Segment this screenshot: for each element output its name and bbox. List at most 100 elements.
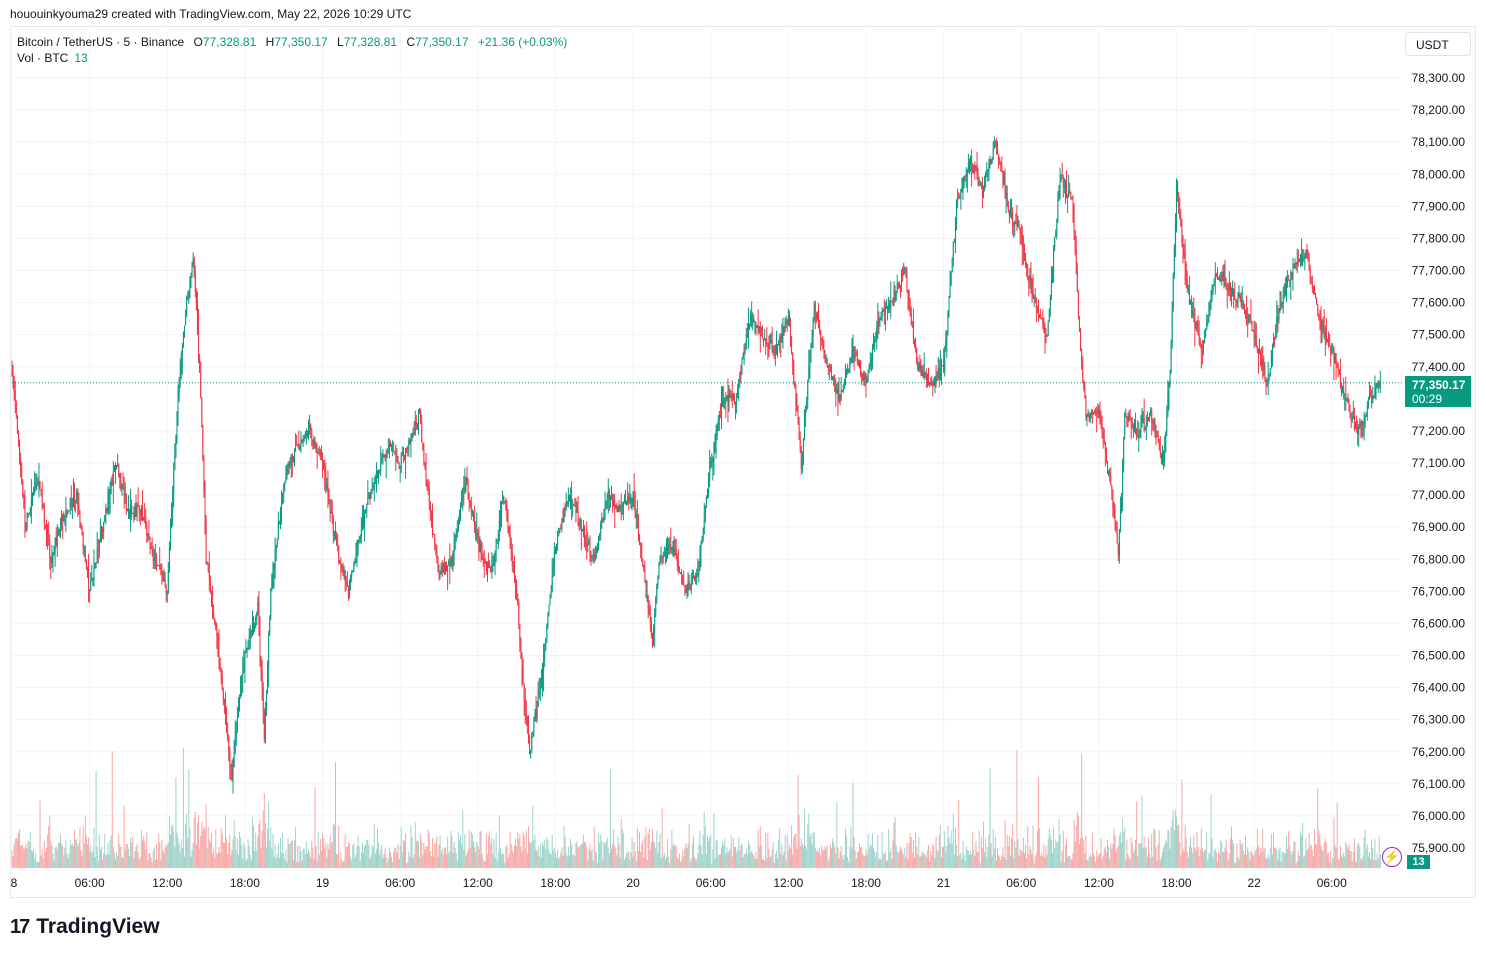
- volume-bar: [760, 845, 762, 868]
- volume-bar: [1311, 850, 1313, 868]
- volume-bar: [524, 848, 526, 868]
- volume-bar: [263, 793, 265, 868]
- candle-body: [943, 365, 945, 373]
- candle-body: [1294, 263, 1296, 269]
- candle-body: [516, 581, 518, 594]
- volume-bar: [1039, 828, 1041, 868]
- candle-body: [711, 460, 713, 462]
- volume-bar: [356, 845, 358, 868]
- candle-body: [1298, 258, 1300, 262]
- candle-body: [287, 463, 289, 475]
- candle-body: [1021, 237, 1023, 247]
- volume-bar: [1070, 859, 1072, 868]
- volume-bar: [547, 839, 549, 868]
- volume-bar: [443, 847, 445, 868]
- volume-bar: [642, 840, 644, 868]
- volume-bar: [371, 845, 373, 868]
- volume-bar: [980, 836, 982, 868]
- candle-body: [314, 440, 316, 445]
- volume-bar: [492, 854, 494, 868]
- candle-body: [621, 513, 623, 515]
- candle-body: [299, 446, 301, 449]
- candle-body: [1333, 348, 1335, 362]
- volume-bar: [757, 830, 759, 868]
- volume-bar: [80, 850, 82, 868]
- candle-body: [36, 482, 38, 484]
- volume-bar: [237, 854, 239, 868]
- volume-legend[interactable]: Vol · BTC 13: [17, 51, 88, 65]
- candle-body: [723, 400, 725, 404]
- volume-bar: [1318, 830, 1320, 868]
- candle-body: [1277, 316, 1279, 320]
- volume-bar: [643, 857, 645, 868]
- candle-body: [115, 465, 117, 470]
- volume-bar: [563, 825, 565, 868]
- candle-body: [214, 618, 216, 625]
- volume-bar: [179, 852, 181, 868]
- candle-body: [795, 387, 797, 406]
- volume-bar: [504, 862, 506, 868]
- volume-bar: [259, 819, 261, 868]
- symbol-title[interactable]: Bitcoin / TetherUS · 5 · Binance: [17, 35, 185, 49]
- candle-body: [230, 764, 232, 768]
- candle-body: [109, 486, 111, 494]
- volume-bar: [172, 824, 174, 868]
- volume-bar: [756, 859, 758, 868]
- candle-body: [868, 366, 870, 370]
- volume-bar: [1143, 836, 1145, 868]
- volume-bar: [34, 858, 36, 868]
- volume-bar: [822, 849, 824, 868]
- candle-body: [1171, 307, 1173, 343]
- candle-body: [370, 489, 372, 498]
- time-tick-label: 18:00: [1161, 876, 1191, 890]
- volume-bar: [698, 844, 700, 868]
- candle-body: [1009, 211, 1011, 216]
- volume-bar: [112, 847, 114, 868]
- time-tick-label: 20: [626, 876, 640, 890]
- candle-body: [939, 367, 941, 379]
- volume-bar: [598, 833, 600, 868]
- volume-bar: [572, 854, 574, 868]
- volume-bar: [944, 831, 946, 868]
- candle-body: [357, 540, 359, 548]
- volume-bar: [1081, 753, 1083, 868]
- candle-body: [1034, 296, 1036, 300]
- candle-body: [1357, 426, 1359, 436]
- volume-bar: [742, 856, 744, 868]
- ohlc-legend[interactable]: Bitcoin / TetherUS · 5 · Binance O77,328…: [17, 34, 567, 51]
- candle-body: [442, 564, 444, 573]
- candle-body: [243, 666, 245, 673]
- candle-body: [452, 554, 454, 564]
- candle-body: [286, 474, 288, 477]
- volume-bar: [480, 830, 482, 868]
- candle-body: [1168, 385, 1170, 393]
- candle-body: [1066, 183, 1068, 195]
- candle-body: [470, 505, 472, 513]
- candle-body: [153, 555, 155, 562]
- volume-bar: [890, 848, 892, 868]
- volume-bar: [651, 829, 653, 868]
- candle-body: [571, 496, 573, 507]
- candle-body: [643, 566, 645, 570]
- volume-bar: [1032, 825, 1034, 868]
- currency-button[interactable]: USDT: [1405, 32, 1471, 56]
- candle-body: [609, 497, 611, 501]
- volume-bar: [778, 839, 780, 868]
- candle-body: [1236, 299, 1238, 303]
- volume-bar: [560, 852, 562, 868]
- candle-body: [832, 378, 834, 380]
- candle-body: [421, 422, 423, 443]
- volume-bar: [343, 861, 345, 868]
- volume-bar: [562, 855, 564, 868]
- candle-body: [47, 529, 49, 541]
- lightning-icon[interactable]: ⚡: [1382, 847, 1402, 867]
- candle-body: [740, 372, 742, 375]
- candle-body: [71, 503, 73, 506]
- volume-bar: [299, 846, 301, 868]
- volume-bar: [377, 827, 379, 868]
- candle-body: [1273, 337, 1275, 344]
- volume-bar: [1185, 837, 1187, 868]
- volume-bar: [143, 836, 145, 868]
- volume-bar: [668, 856, 670, 868]
